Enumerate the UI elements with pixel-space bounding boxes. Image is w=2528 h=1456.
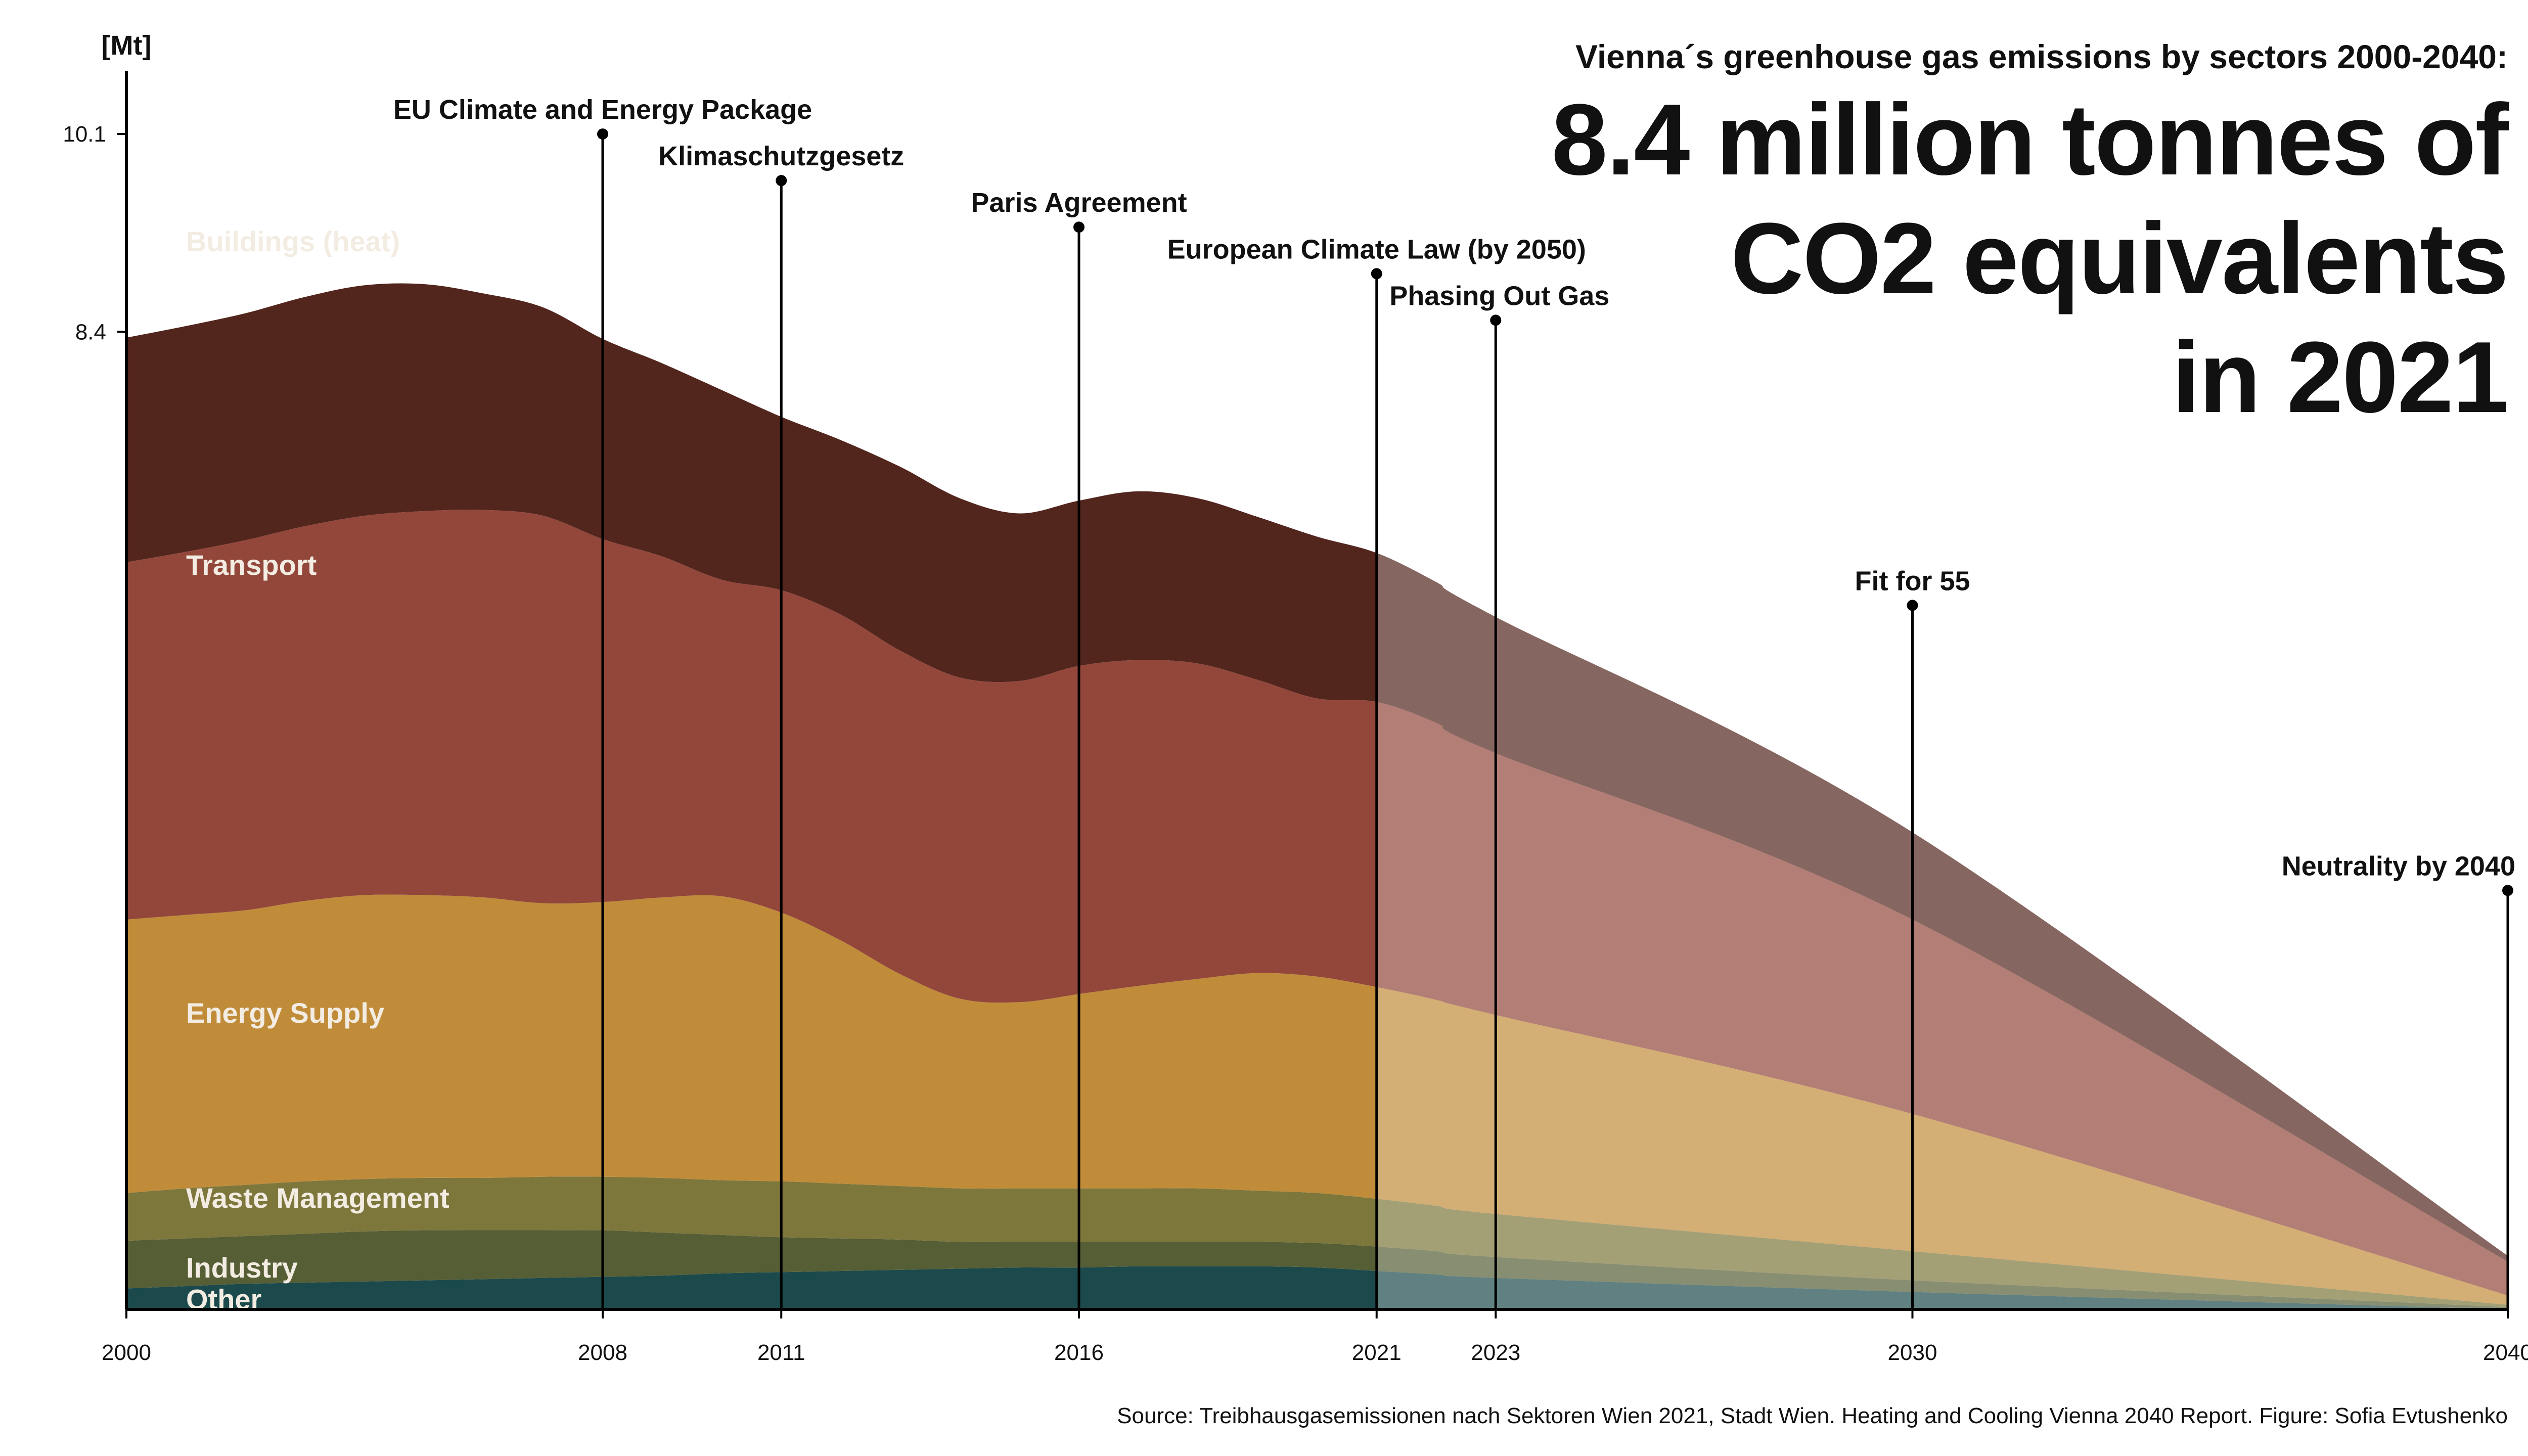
headline-line-1: 8.4 million tonnes of (1552, 83, 2509, 196)
x-tick-label: 2030 (1888, 1340, 1937, 1365)
area-transport-projection (1376, 702, 2508, 1296)
event-dot-eu-climate-and-energy-package (597, 128, 608, 140)
event-label-neutrality-by-2040: Neutrality by 2040 (2282, 851, 2515, 881)
area-waste-management-projection (1376, 1199, 2508, 1307)
event-markers: EU Climate and Energy Package Klimaschutz… (393, 95, 2515, 1309)
y-axis-unit: [Mt] (102, 30, 152, 61)
y-tick-label: 10.1 (63, 122, 106, 147)
area-waste-management (126, 1176, 1377, 1247)
event-dot-european-climate-law-by-2050 (1371, 268, 1382, 280)
label-industry: Industry (186, 1252, 298, 1284)
source-note: Source: Treibhausgasemissionen nach Sekt… (1117, 1403, 2508, 1428)
event-label-eu-climate-and-energy-package: EU Climate and Energy Package (393, 95, 812, 125)
titles: Vienna´s greenhouse gas emissions by sec… (102, 30, 2510, 1428)
event-label-fit-for-55: Fit for 55 (1855, 566, 1970, 596)
event-label-klimaschutzgesetz: Klimaschutzgesetz (658, 141, 904, 171)
x-tick-label: 2023 (1471, 1340, 1520, 1365)
area-buildings-heat-projection (1376, 553, 2508, 1262)
headline-line-2: CO2 equivalents (1731, 202, 2508, 315)
label-waste-management: Waste Management (186, 1182, 449, 1214)
label-transport: Transport (186, 549, 317, 581)
x-tick-label: 2000 (102, 1340, 151, 1365)
chart-subtitle: Vienna´s greenhouse gas emissions by sec… (1575, 38, 2508, 75)
area-energy-supply-projection (1376, 987, 2508, 1305)
label-energy-supply: Energy Supply (186, 997, 384, 1029)
area-other (126, 1266, 1377, 1309)
event-dot-paris-agreement (1073, 221, 1085, 233)
area-other-projection (1376, 1270, 2508, 1310)
event-dot-phasing-out-gas (1490, 314, 1502, 326)
stacked-areas (126, 283, 2508, 1310)
area-energy-supply (126, 894, 1377, 1199)
event-dot-fit-for-55 (1907, 600, 1918, 611)
area-buildings-heat (126, 283, 1377, 702)
area-transport (126, 510, 1377, 1003)
x-tick-label: 2016 (1054, 1340, 1104, 1365)
event-dot-klimaschutzgesetz (776, 175, 787, 187)
event-label-paris-agreement: Paris Agreement (971, 188, 1187, 218)
label-buildings-heat: Buildings (heat) (186, 225, 400, 257)
y-tick-label: 8.4 (75, 320, 106, 344)
x-tick-label: 2008 (578, 1340, 627, 1365)
x-tick-label: 2021 (1352, 1340, 1402, 1365)
event-label-european-climate-law-by-2050: European Climate Law (by 2050) (1167, 234, 1586, 264)
axes: 2000 2008 2011 2016 2021 2023 2030 2040 8.4 10.1 (63, 71, 2528, 1365)
event-label-phasing-out-gas: Phasing Out Gas (1389, 281, 1609, 311)
x-tick-label: 2011 (757, 1340, 805, 1365)
area-industry-projection (1376, 1246, 2508, 1309)
event-dot-neutrality-by-2040 (2502, 885, 2513, 896)
headline-line-3: in 2021 (2172, 321, 2508, 434)
area-industry (126, 1230, 1377, 1289)
x-tick-label: 2040 (2483, 1340, 2528, 1365)
